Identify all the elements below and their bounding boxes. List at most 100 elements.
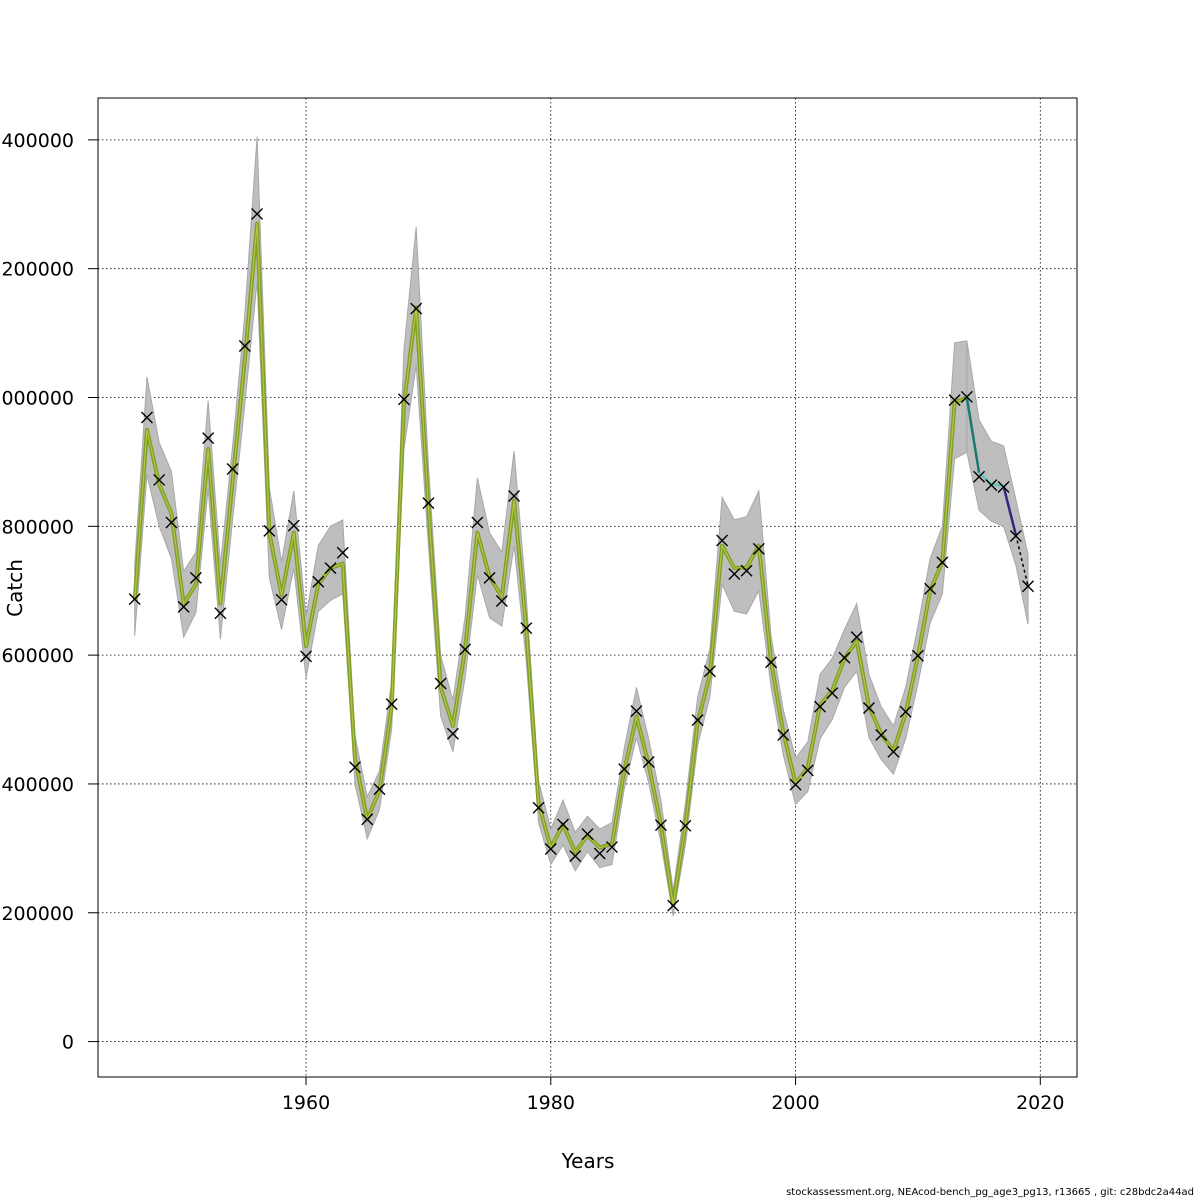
observed-markers: [128, 207, 1035, 912]
observed-point-1947: [140, 411, 153, 424]
observed-point-1959: [287, 519, 300, 532]
observed-point-1971: [434, 677, 447, 690]
estimate-lines: [132, 221, 1029, 908]
observed-point-2000: [789, 778, 802, 791]
x-tick-label-0: 1960: [282, 1092, 330, 1114]
observed-point-1963: [336, 546, 349, 559]
axis-ticks: 1960 1980 2000 2020 0 200000 400000 600000 80000…: [0, 130, 1064, 1114]
observed-point-1950: [177, 600, 190, 613]
estimate-line-highlight: [134, 222, 968, 906]
y-tick-label-0: 0: [62, 1032, 74, 1054]
observed-point-2017: [997, 481, 1010, 494]
observed-point-1952: [202, 432, 215, 445]
y-tick-label-5: 1000000: [0, 387, 74, 409]
x-axis-title: Years: [561, 1149, 615, 1173]
y-tick-label-1: 200000: [1, 903, 74, 925]
observed-point-2016: [985, 479, 998, 492]
observed-point-1992: [691, 714, 704, 727]
observed-point-2008: [887, 745, 900, 758]
observed-point-1997: [752, 542, 765, 555]
observed-point-1994: [716, 534, 729, 547]
observed-point-1973: [459, 643, 472, 656]
observed-point-2013: [948, 394, 961, 407]
observed-point-1983: [581, 828, 594, 841]
observed-point-1984: [593, 847, 606, 860]
observed-point-1960: [300, 650, 313, 663]
observed-point-1957: [263, 524, 276, 537]
observed-point-1974: [471, 516, 484, 529]
y-tick-label-3: 600000: [1, 645, 74, 667]
observed-point-2002: [814, 700, 827, 713]
observed-point-1981: [557, 818, 570, 831]
observed-point-1995: [728, 567, 741, 580]
observed-point-1958: [275, 593, 288, 606]
observed-point-1998: [765, 656, 778, 669]
observed-point-1970: [422, 497, 435, 510]
observed-point-1967: [385, 698, 398, 711]
observed-point-1988: [642, 756, 655, 769]
observed-point-1979: [532, 801, 545, 814]
forecast-segment-1: [978, 471, 1004, 488]
observed-point-1972: [446, 727, 459, 740]
observed-point-1946: [128, 593, 141, 606]
forecast-band: [966, 340, 1029, 625]
observed-point-2014: [960, 390, 973, 403]
observed-point-1980: [544, 843, 557, 855]
observed-point-2004: [838, 651, 851, 664]
observed-point-2007: [875, 728, 888, 741]
plot-frame: [97, 97, 1078, 1078]
observed-point-1976: [495, 595, 508, 608]
observed-point-1991: [679, 819, 692, 832]
observed-point-2001: [801, 764, 814, 777]
observed-point-2009: [899, 705, 912, 718]
observed-point-1956: [251, 207, 264, 220]
observed-point-1948: [153, 473, 166, 486]
observed-point-2019: [1022, 580, 1035, 593]
observed-point-1949: [165, 516, 178, 529]
forecast-segment-3: [1015, 534, 1029, 587]
observed-point-1965: [361, 813, 374, 826]
forecast-segment-0: [965, 397, 981, 474]
grid-lines: [98, 98, 1077, 1077]
x-tick-label-3: 2020: [1016, 1092, 1064, 1114]
observed-point-1968: [397, 393, 410, 406]
x-tick-label-1: 1980: [527, 1092, 575, 1114]
y-tick-label-6: 1200000: [0, 259, 74, 281]
observed-point-1987: [630, 705, 643, 718]
observed-point-2010: [911, 649, 924, 662]
observed-point-1978: [520, 622, 533, 635]
y-axis-title: Catch: [3, 559, 27, 617]
observed-point-1989: [654, 819, 667, 832]
observed-point-1985: [605, 841, 618, 854]
observed-point-1951: [189, 571, 202, 584]
observed-point-1961: [312, 575, 325, 588]
observed-point-1996: [740, 564, 753, 577]
observed-point-1962: [324, 562, 337, 575]
observed-point-1954: [226, 462, 239, 475]
y-tick-label-7: 1400000: [0, 130, 74, 152]
observed-point-1969: [410, 302, 423, 315]
observed-point-1990: [667, 899, 680, 912]
observed-point-1993: [703, 665, 716, 678]
observed-point-1977: [508, 490, 521, 503]
observed-point-1982: [569, 850, 582, 863]
observed-point-2018: [1009, 529, 1022, 542]
observed-point-1955: [238, 339, 251, 352]
forecast-segment-2: [1002, 486, 1018, 535]
observed-point-2006: [862, 701, 875, 714]
observed-point-1975: [483, 571, 496, 584]
y-tick-label-4: 800000: [1, 516, 74, 538]
observed-point-1966: [373, 783, 386, 796]
observed-point-2012: [936, 556, 949, 569]
observed-point-2005: [850, 631, 863, 644]
observed-point-2011: [924, 582, 937, 595]
observed-point-1953: [214, 607, 227, 620]
observed-point-1999: [777, 728, 790, 741]
observed-point-1986: [618, 763, 631, 776]
observed-point-2003: [826, 687, 839, 700]
y-tick-label-2: 400000: [1, 774, 74, 796]
footer-credit: stockassessment.org, NEAcod-bench_pg_age…: [786, 1187, 1194, 1198]
observed-point-2015: [973, 470, 986, 483]
observed-point-1964: [348, 761, 361, 774]
